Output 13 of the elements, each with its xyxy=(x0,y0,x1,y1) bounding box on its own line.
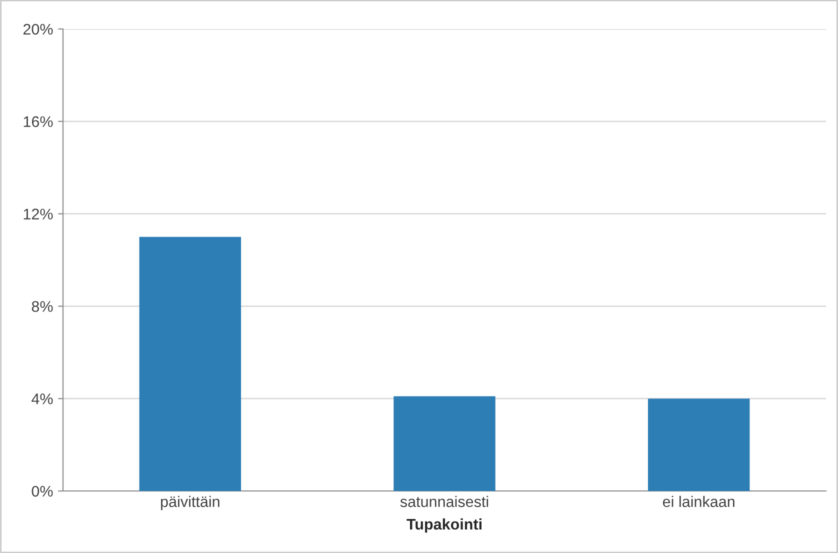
bar xyxy=(394,396,496,491)
y-tick-label: 0% xyxy=(32,486,53,497)
x-tick-label: päivittäin xyxy=(161,496,220,510)
bar xyxy=(139,236,242,491)
y-tick-label: 20% xyxy=(23,24,53,35)
y-tick-label: 8% xyxy=(32,301,53,312)
bar xyxy=(648,398,750,491)
x-tick-label: ei lainkaan xyxy=(662,496,734,508)
x-axis-title: Tupakointi xyxy=(406,518,482,533)
y-tick-label: 4% xyxy=(32,394,53,404)
y-tick-label: 12% xyxy=(24,208,53,220)
y-tick-label: 16% xyxy=(24,116,53,128)
x-tick-label: satunnaisesti xyxy=(400,496,488,508)
